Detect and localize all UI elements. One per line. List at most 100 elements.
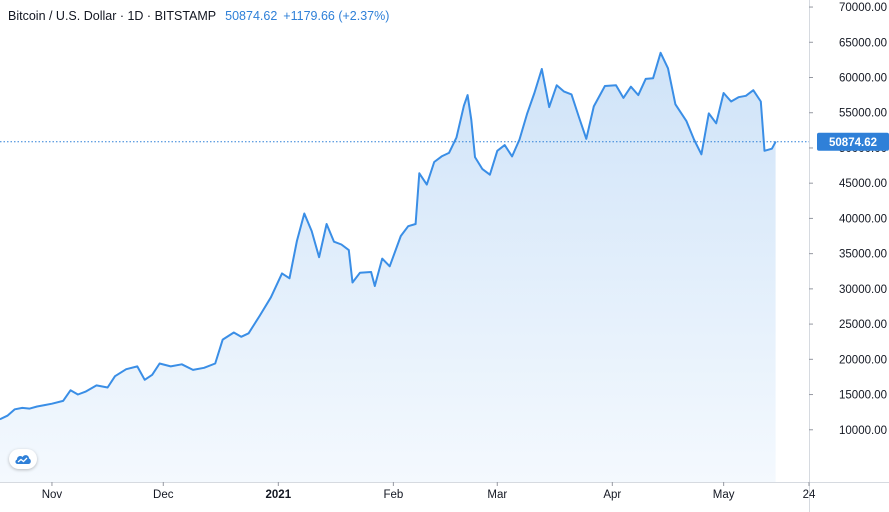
data-point (84, 391, 86, 393)
data-point (630, 86, 632, 88)
data-point (62, 400, 64, 402)
data-point (415, 223, 417, 225)
symbol-title[interactable]: Bitcoin / U.S. Dollar · 1D · BITSTAMP (8, 9, 217, 23)
data-point (541, 68, 543, 70)
time-tick-label: May (713, 489, 735, 501)
last-price-badge-bg (817, 132, 889, 151)
data-point (333, 241, 335, 243)
data-point (233, 331, 235, 334)
price-tick-label: 10000.00 (839, 425, 887, 437)
data-point (548, 106, 550, 108)
data-point (77, 393, 79, 396)
price-tick-label: 45000.00 (839, 178, 887, 190)
data-point (125, 368, 127, 370)
price-line-path (0, 51, 777, 421)
data-point (389, 265, 391, 267)
price-tick-label: 25000.00 (839, 319, 887, 331)
data-point (95, 384, 98, 386)
data-point (51, 403, 53, 405)
last-price-value: 50874.62 (225, 9, 278, 23)
price-tick-label: 60000.00 (839, 73, 887, 85)
data-point (760, 100, 762, 103)
data-point (730, 100, 732, 103)
data-point (470, 119, 472, 121)
data-point (504, 144, 506, 146)
data-point (288, 277, 291, 279)
time-tick-label: Nov (42, 489, 63, 501)
data-point (151, 374, 153, 376)
time-tick-label: 24 (803, 489, 816, 501)
data-point (418, 172, 420, 174)
data-point (474, 156, 476, 158)
price-change: +1179.66 (+2.37%) (283, 9, 390, 23)
data-point (296, 240, 298, 242)
price-tick-label: 65000.00 (839, 37, 887, 49)
data-point (622, 97, 625, 99)
time-tick-label: Dec (153, 489, 174, 501)
data-point (518, 138, 521, 141)
data-point (281, 272, 283, 274)
data-point (181, 363, 183, 365)
data-point (214, 362, 216, 365)
data-point (489, 174, 491, 176)
data-point (752, 89, 754, 91)
data-point (326, 223, 328, 225)
data-point (737, 96, 740, 98)
data-point (775, 141, 777, 143)
data-point (652, 77, 654, 79)
last-price-badge: 50874.62 (817, 132, 889, 151)
price-tick-label: 70000.00 (839, 2, 887, 14)
data-point (745, 95, 747, 97)
data-point (222, 339, 224, 341)
data-point (107, 386, 109, 389)
data-point (433, 161, 435, 163)
time-tick-label: 2021 (266, 489, 292, 501)
data-point (563, 91, 565, 93)
data-point (348, 249, 350, 251)
data-point (615, 84, 617, 86)
data-point (0, 418, 1, 420)
price-axis[interactable]: 70000.0065000.0060000.0055000.0050000.00… (809, 0, 887, 512)
last-price-badge-label: 50874.62 (829, 137, 877, 149)
price-tick-label: 55000.00 (839, 108, 887, 120)
data-point (660, 52, 662, 54)
area-fill (0, 52, 776, 483)
data-point (43, 404, 46, 406)
price-tick-label: 35000.00 (839, 249, 887, 261)
data-point (136, 365, 138, 367)
data-point (674, 103, 677, 105)
data-point (270, 296, 272, 298)
data-point (771, 148, 773, 150)
data-point (21, 407, 23, 409)
tradingview-cloud-icon (15, 455, 31, 464)
chart-legend: Bitcoin / U.S. Dollar · 1D · BITSTAMP 50… (8, 9, 389, 23)
data-point (400, 235, 402, 237)
price-line (0, 51, 777, 421)
tradingview-logo-button[interactable] (9, 449, 37, 469)
area-fill-path (0, 52, 776, 483)
data-point (36, 405, 38, 408)
data-point (351, 281, 354, 284)
data-point (318, 256, 320, 258)
time-axis[interactable]: Nov Dec 2021 Feb Mar Apr May 24 (0, 482, 889, 501)
data-point (467, 94, 469, 96)
data-point (715, 122, 717, 124)
data-point (578, 116, 580, 118)
time-tick-label: Feb (383, 489, 403, 501)
price-tick-label: 40000.00 (839, 213, 887, 225)
data-point (526, 113, 528, 115)
data-point (667, 67, 669, 69)
data-point (248, 332, 250, 334)
data-point (170, 365, 172, 367)
data-point (723, 92, 725, 94)
data-point (374, 285, 376, 287)
data-point (407, 225, 409, 227)
time-tick-label: Apr (603, 489, 621, 501)
data-point (700, 153, 703, 155)
data-point (593, 105, 595, 107)
data-point (604, 85, 606, 87)
data-point (426, 184, 428, 186)
data-point (448, 152, 450, 154)
